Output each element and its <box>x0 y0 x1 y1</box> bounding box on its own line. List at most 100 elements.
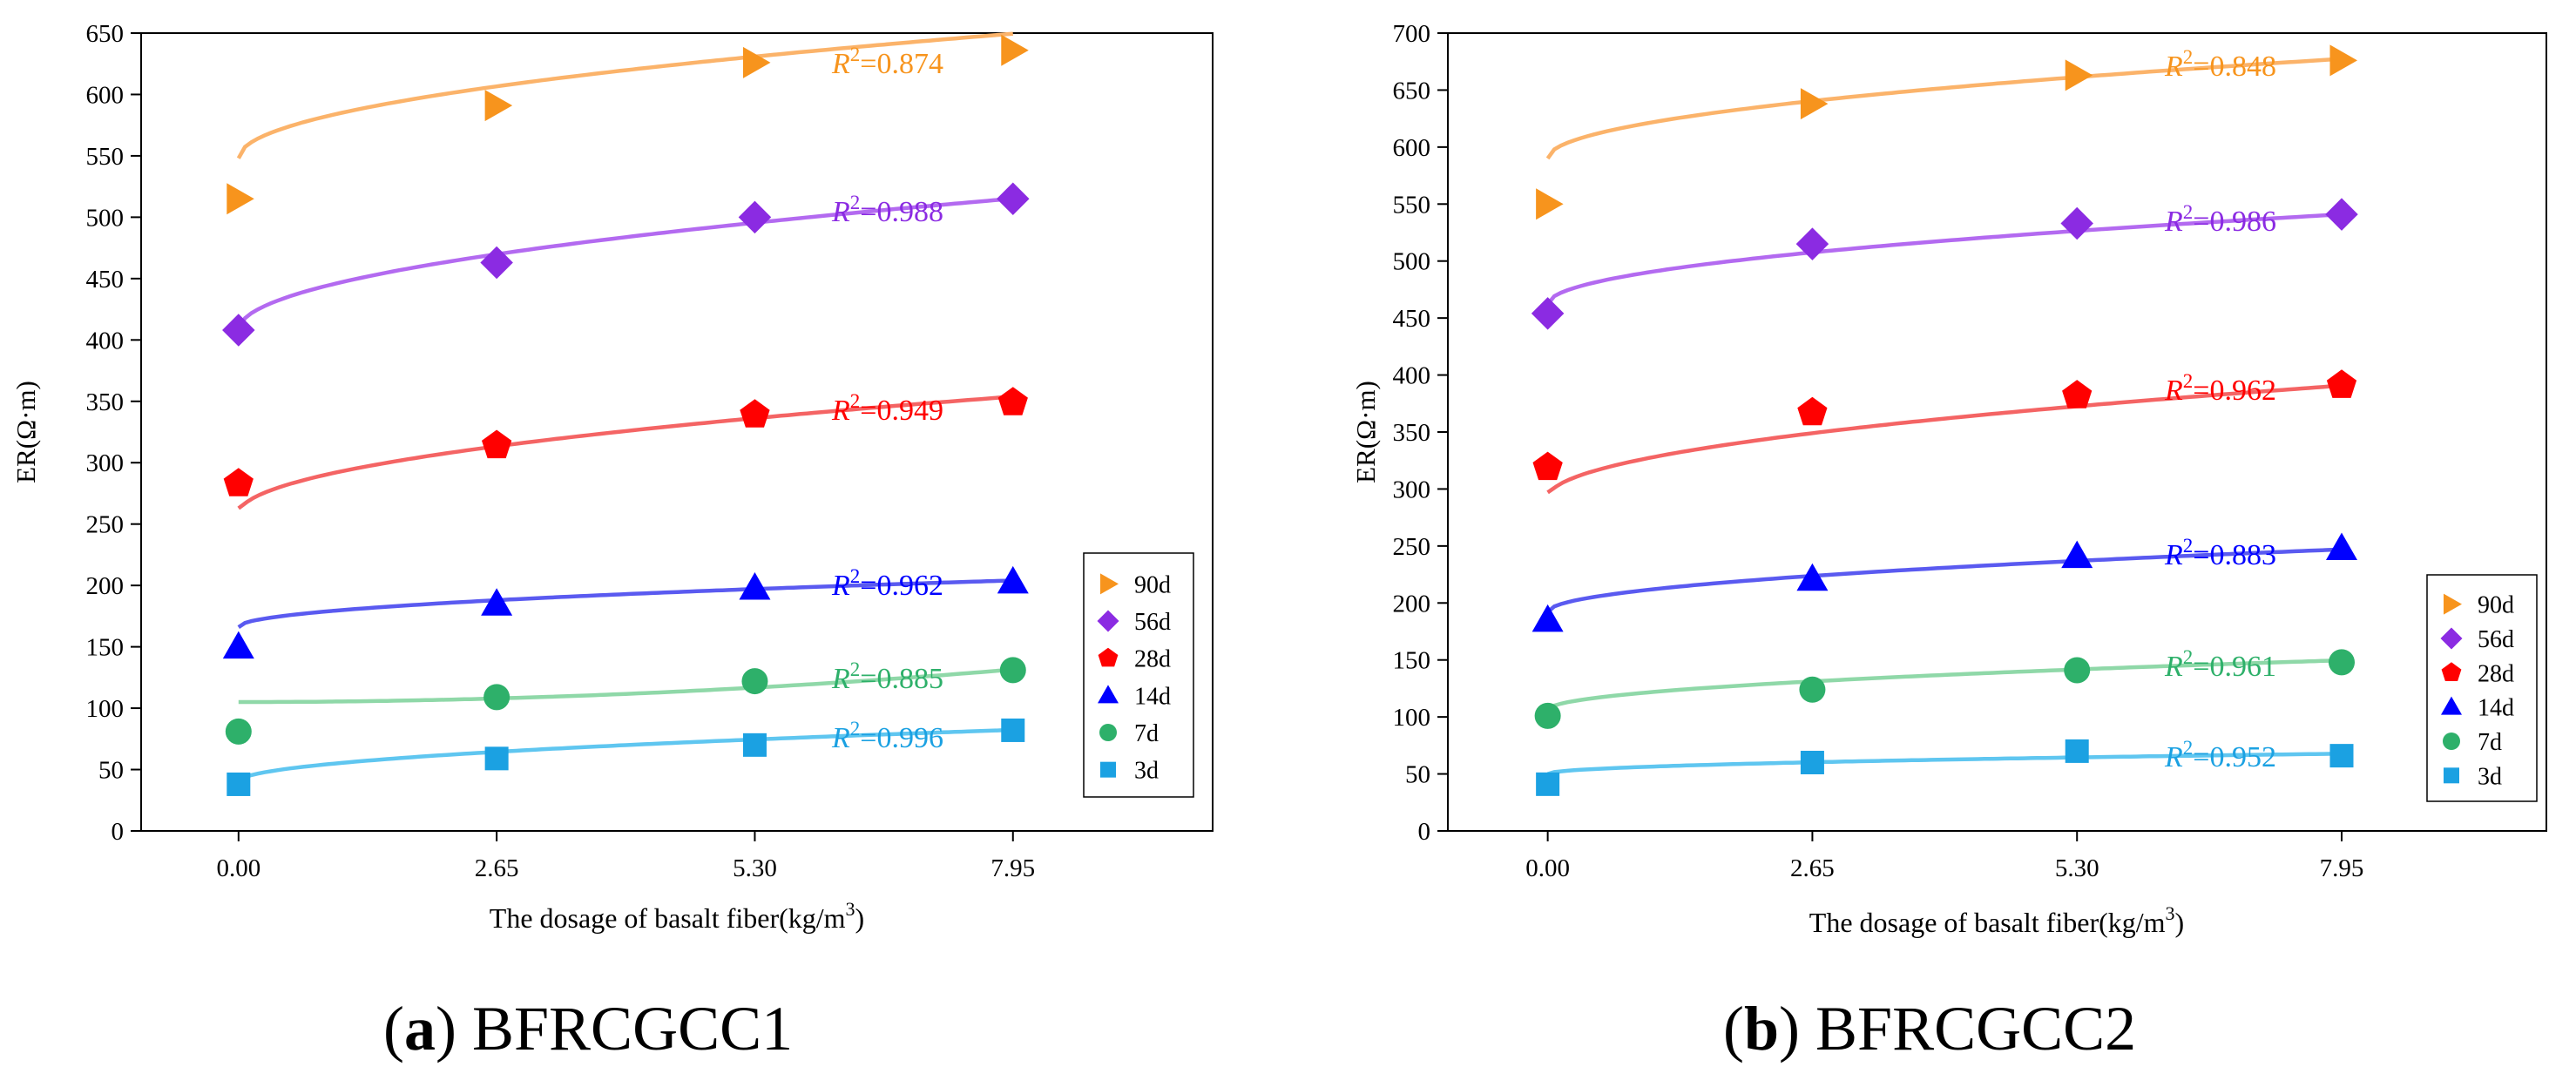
chart-panel-b: 0 50 100 150 200 250 300 350 400 450 500 550 600 650 7… <box>1350 20 2547 938</box>
data-point-28d <box>223 468 254 496</box>
data-point-28d <box>740 399 770 428</box>
data-point-3d <box>742 733 767 757</box>
data-point-28d <box>1532 451 1563 481</box>
r2-superscript: 2 <box>2183 737 2194 759</box>
data-point-56d <box>738 200 772 234</box>
r2-label-7d: R2=0.885 <box>831 658 943 695</box>
caption-panel-b: (b) BFRCGCC2 <box>1723 994 2136 1063</box>
y-tick-label: 450 <box>1393 305 1431 333</box>
r2-symbol: R <box>2164 651 2183 683</box>
r2-superscript: 2 <box>2183 646 2194 668</box>
data-point-7d <box>741 668 768 695</box>
data-point-14d <box>739 571 771 600</box>
legend-label-56d: 56d <box>1134 609 1171 636</box>
data-point-7d <box>483 684 510 711</box>
fit-curve-7d <box>238 667 1013 705</box>
y-tick-label: 50 <box>1405 761 1430 789</box>
data-point-14d <box>481 588 513 616</box>
caption-panel-a: (a) BFRCGCC1 <box>383 994 793 1063</box>
data-point-3d <box>2329 744 2354 768</box>
y-tick-label: 350 <box>1393 419 1431 447</box>
r2-label-90d: R2=0.848 <box>2164 46 2276 83</box>
legend-marker-7d <box>1099 724 1117 741</box>
legend-marker-56d <box>1097 610 1119 632</box>
r2-label-3d: R2=0.996 <box>831 718 943 754</box>
data-point-14d <box>997 565 1029 594</box>
data-point-56d <box>480 246 513 280</box>
caption-a-close-paren: ) <box>436 994 472 1063</box>
y-tick-label: 600 <box>86 81 125 109</box>
y-tick-label: 250 <box>86 511 125 539</box>
fit-curve-7d <box>1546 658 2343 712</box>
y-tick-label: 200 <box>1393 590 1431 618</box>
data-point-56d <box>2060 206 2093 240</box>
y-tick-label: 550 <box>86 143 125 171</box>
r2-label-90d: R2=0.874 <box>831 44 943 80</box>
data-point-3d <box>1800 750 1824 774</box>
legend-label-56d: 56d <box>2478 626 2514 653</box>
y-tick-label: 600 <box>1393 134 1431 162</box>
r2-symbol: R <box>831 395 850 427</box>
data-point-14d <box>2325 532 2357 560</box>
r2-value: =0.986 <box>2193 206 2276 238</box>
y-tick-label: 300 <box>86 449 125 477</box>
y-tick-label: 650 <box>86 20 125 48</box>
x-axis-label-superscript: 3 <box>846 898 855 920</box>
r2-label-28d: R2=0.962 <box>2164 370 2276 407</box>
y-tick-label: 650 <box>1393 77 1431 105</box>
data-point-90d <box>1001 34 1029 66</box>
fit-curve-56d <box>1545 212 2343 306</box>
y-tick-label: 550 <box>1393 191 1431 219</box>
r2-symbol: R <box>2164 51 2183 83</box>
legend-label-7d: 7d <box>2478 729 2502 756</box>
legend-marker-14d <box>1098 685 1119 704</box>
legend-marker-90d <box>1100 573 1119 595</box>
r2-superscript: 2 <box>850 192 861 213</box>
data-point-14d <box>2061 540 2093 569</box>
r2-value: =0.949 <box>860 395 943 427</box>
x-tick-label: 2.65 <box>475 854 519 882</box>
data-point-3d <box>226 772 251 796</box>
r2-value: =0.996 <box>860 722 943 754</box>
data-point-28d <box>2326 369 2357 398</box>
caption-b-title: BFRCGCC2 <box>1815 994 2136 1063</box>
legend-marker-14d <box>2441 696 2462 715</box>
r2-symbol: R <box>2164 741 2183 773</box>
data-point-3d <box>484 746 509 771</box>
data-point-28d <box>2062 380 2093 408</box>
r2-symbol: R <box>2164 206 2183 238</box>
fit-curve-90d <box>236 31 1013 159</box>
x-axis-label-end: ) <box>2175 907 2185 938</box>
y-tick-label: 250 <box>1393 533 1431 561</box>
x-tick-label: 0.00 <box>1525 854 1570 882</box>
r2-symbol: R <box>831 663 850 695</box>
data-point-7d <box>225 718 252 745</box>
y-tick-label: 400 <box>1393 362 1431 390</box>
data-point-56d <box>222 314 255 347</box>
x-axis-label-main: The dosage of basalt fiber(kg/m <box>1809 907 2166 938</box>
y-tick-label: 500 <box>1393 248 1431 276</box>
data-point-90d <box>1536 188 1564 220</box>
r2-superscript: 2 <box>850 44 861 65</box>
x-tick-label: 7.95 <box>991 854 1035 882</box>
y-tick-label: 150 <box>86 634 125 662</box>
caption-a-letter: a <box>404 994 436 1063</box>
r2-value: =0.962 <box>860 570 943 602</box>
r2-value: =0.883 <box>2193 539 2276 571</box>
y-tick-label: 150 <box>1393 647 1431 675</box>
y-axis-label: ER(Ω·m) <box>1350 381 1381 483</box>
r2-superscript: 2 <box>2183 201 2194 223</box>
x-axis-label-main: The dosage of basalt fiber(kg/m <box>490 902 846 934</box>
legend-marker-56d <box>2440 627 2463 650</box>
fit-curve-3d <box>237 727 1013 784</box>
data-point-90d <box>2065 59 2093 91</box>
r2-label-7d: R2=0.961 <box>2164 646 2276 683</box>
x-tick-label: 0.00 <box>216 854 260 882</box>
data-point-28d <box>482 429 512 459</box>
data-point-90d <box>484 90 513 122</box>
fit-curve-14d <box>237 578 1013 629</box>
data-point-7d <box>999 657 1026 684</box>
data-point-7d <box>1799 676 1826 703</box>
data-point-56d <box>1531 297 1565 330</box>
